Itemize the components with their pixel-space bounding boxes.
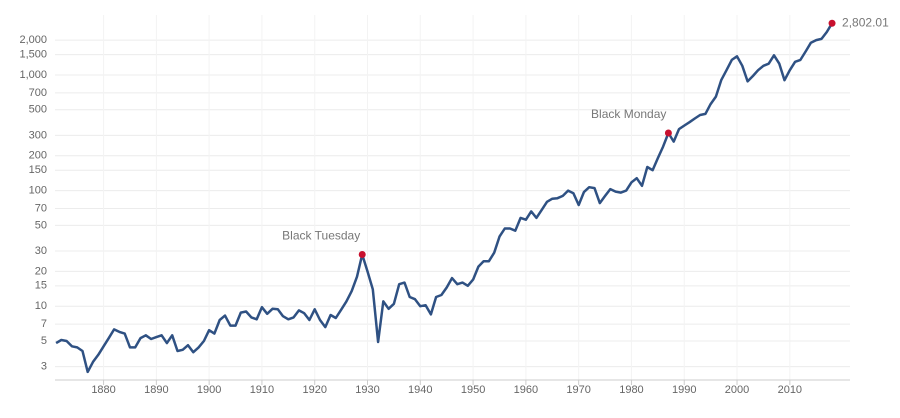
y-tick-label: 500 xyxy=(29,104,47,116)
y-tick-label: 10 xyxy=(35,300,47,312)
y-tick-label: 20 xyxy=(35,265,47,277)
x-tick-label: 1980 xyxy=(619,384,643,396)
y-tick-label: 5 xyxy=(41,335,47,347)
y-tick-label: 700 xyxy=(29,87,47,99)
y-tick-label: 7 xyxy=(41,318,47,330)
annotation-dot xyxy=(828,19,836,27)
x-tick-label: 1920 xyxy=(302,384,326,396)
x-tick-label: 1990 xyxy=(672,384,696,396)
y-tick-label: 30 xyxy=(35,245,47,257)
x-tick-label: 1950 xyxy=(461,384,485,396)
x-tick-label: 1970 xyxy=(566,384,590,396)
annotation-label: Black Tuesday xyxy=(282,229,360,243)
annotation-dot xyxy=(358,250,366,258)
x-tick-label: 1910 xyxy=(250,384,274,396)
x-tick-label: 1960 xyxy=(514,384,538,396)
y-tick-label: 15 xyxy=(35,280,47,292)
annotation-label: Black Monday xyxy=(591,107,666,121)
annotation-dot xyxy=(664,129,672,137)
y-tick-label: 50 xyxy=(35,219,47,231)
annotation-label: 2,802.01 xyxy=(842,15,889,29)
y-tick-label: 1,500 xyxy=(19,48,47,60)
y-tick-label: 2,000 xyxy=(19,34,47,46)
y-tick-label: 3 xyxy=(41,361,47,373)
x-tick-label: 1890 xyxy=(144,384,168,396)
x-tick-label: 2000 xyxy=(725,384,749,396)
series-line xyxy=(55,22,834,374)
x-tick-label: 1900 xyxy=(197,384,221,396)
x-tick-label: 1880 xyxy=(91,384,115,396)
y-tick-label: 1,000 xyxy=(19,69,47,81)
x-tick-label: 1930 xyxy=(355,384,379,396)
y-tick-label: 300 xyxy=(29,129,47,141)
y-tick-label: 100 xyxy=(29,184,47,196)
x-tick-label: 2010 xyxy=(778,384,802,396)
y-tick-label: 150 xyxy=(29,164,47,176)
y-tick-label: 70 xyxy=(35,202,47,214)
x-tick-label: 1940 xyxy=(408,384,432,396)
y-tick-label: 200 xyxy=(29,150,47,162)
